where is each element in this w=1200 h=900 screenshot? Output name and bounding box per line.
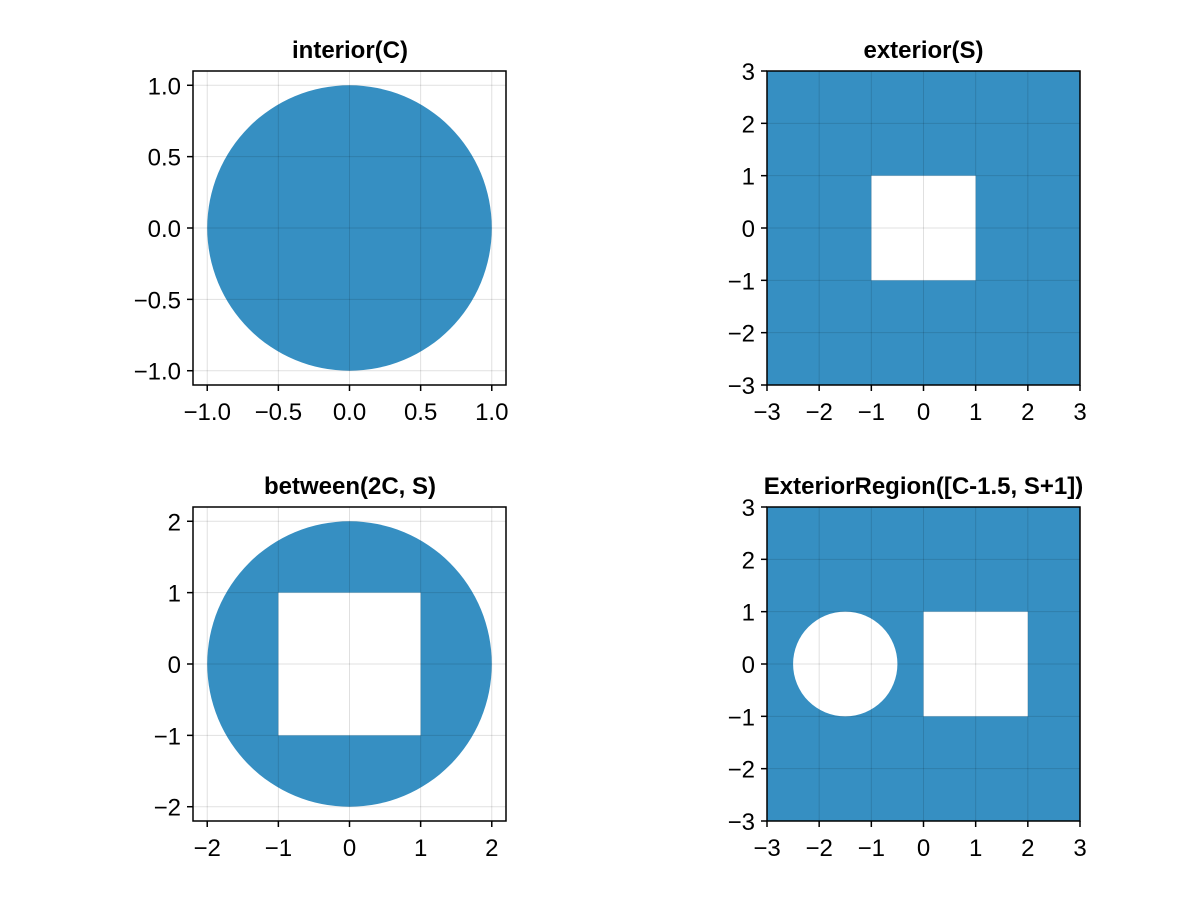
region-hole-rect [278,592,421,736]
y-tick-label: 3 [742,495,755,522]
y-tick-label: 1 [742,600,755,627]
x-tick-label: 3 [1073,835,1086,862]
x-tick-label: 1 [969,399,982,426]
y-tick-label: 1 [168,581,181,608]
x-tick-label: 0 [917,835,930,862]
y-tick-label: 2 [168,509,181,536]
panel-title: ExteriorRegion([C-1.5, S+1]) [764,473,1083,500]
x-tick-label: −1 [858,835,885,862]
x-tick-label: −1 [858,399,885,426]
plot-area [767,71,1080,385]
y-tick-label: 3 [742,59,755,86]
region-fill-circle [207,85,492,371]
y-tick-label: 1.0 [148,73,181,100]
x-tick-label: 2 [485,835,498,862]
x-tick-label: 2 [1021,399,1034,426]
y-tick-label: −0.5 [134,287,181,314]
x-tick-label: −3 [753,399,780,426]
x-tick-label: 3 [1073,399,1086,426]
y-tick-label: −1 [154,723,181,750]
x-tick-label: 0.0 [333,399,366,426]
y-tick-label: 2 [742,547,755,574]
y-tick-label: −3 [728,809,755,836]
x-tick-label: 1.0 [475,399,508,426]
x-tick-label: 2 [1021,835,1034,862]
plot-area [193,71,506,385]
panel-title: interior(C) [292,37,408,64]
y-tick-label: 0 [742,216,755,243]
y-tick-label: 0 [742,652,755,679]
region-hole-rect [871,175,976,281]
y-tick-label: −2 [154,795,181,822]
x-tick-label: 0 [917,399,930,426]
y-tick-label: −1.0 [134,359,181,386]
region-hole-rect [923,611,1028,717]
x-tick-label: −2 [805,399,832,426]
y-tick-label: 0.5 [148,145,181,172]
panel-exterior-region: −3 −2 −1 0 1 2 3 −3 −2 −1 0 1 2 3 ExteriorRegion([C-1.… [728,473,1087,862]
panel-title: between(2C, S) [264,473,436,500]
y-tick-label: −2 [728,321,755,348]
x-tick-label: 0.5 [404,399,437,426]
y-tick-label: 1 [742,164,755,191]
y-tick-label: 0.0 [148,216,181,243]
panel-title: exterior(S) [863,37,983,64]
x-tick-label: 0 [343,835,356,862]
plot-area [767,507,1080,821]
y-tick-label: 0 [168,652,181,679]
x-tick-label: −2 [805,835,832,862]
x-tick-label: −3 [753,835,780,862]
region-hole-circle [793,611,898,717]
panel-between-2c-s: −2 −1 0 1 2 −2 −1 0 1 2 between(2C, S) [154,473,507,862]
y-tick-label: 2 [742,111,755,138]
plot-area [193,507,506,821]
x-tick-label: 1 [969,835,982,862]
x-tick-label: −1 [265,835,292,862]
panel-interior-c: −1.0 −0.5 0.0 0.5 1.0 −1.0 −0.5 0.0 0.5 1.0 interi… [134,37,509,426]
x-tick-label: 1 [414,835,427,862]
y-tick-label: −1 [728,268,755,295]
y-tick-label: −1 [728,704,755,731]
y-tick-label: −3 [728,373,755,400]
x-tick-label: −0.5 [255,399,302,426]
panel-exterior-s: −3 −2 −1 0 1 2 3 −3 −2 −1 0 1 2 3 exterior(S) [728,37,1087,426]
x-tick-label: −2 [194,835,221,862]
y-tick-label: −2 [728,757,755,784]
x-tick-label: −1.0 [184,399,231,426]
